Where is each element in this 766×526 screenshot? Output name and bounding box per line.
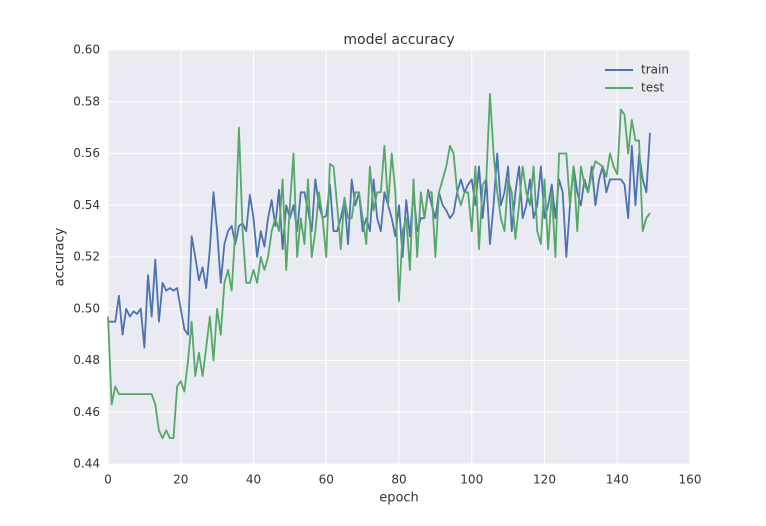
legend-label: test bbox=[641, 81, 664, 95]
y-tick-label: 0.48 bbox=[73, 353, 100, 367]
x-tick-label: 40 bbox=[246, 473, 261, 487]
x-tick-label: 100 bbox=[460, 473, 483, 487]
y-tick-label: 0.58 bbox=[73, 94, 100, 108]
y-tick-label: 0.54 bbox=[73, 198, 100, 212]
x-tick-label: 120 bbox=[533, 473, 556, 487]
line-series bbox=[107, 93, 651, 440]
legend-label: train bbox=[641, 63, 669, 77]
x-tick-label: 80 bbox=[391, 473, 406, 487]
chart-title: model accuracy bbox=[343, 32, 454, 48]
y-tick-label: 0.50 bbox=[73, 301, 100, 315]
y-tick-label: 0.46 bbox=[73, 405, 100, 419]
x-tick-label: 0 bbox=[104, 473, 112, 487]
y-tick-label: 0.60 bbox=[73, 43, 100, 57]
line-series bbox=[108, 132, 651, 349]
x-tick-label: 160 bbox=[679, 473, 702, 487]
y-tick-label: 0.44 bbox=[73, 457, 100, 471]
x-axis-label: epoch bbox=[379, 491, 419, 506]
y-axis-label: accuracy bbox=[53, 227, 68, 286]
x-tick-label: 140 bbox=[606, 473, 629, 487]
x-tick-label: 60 bbox=[319, 473, 334, 487]
y-tick-label: 0.52 bbox=[73, 250, 100, 264]
y-tick-label: 0.56 bbox=[73, 146, 100, 160]
x-tick-label: 20 bbox=[173, 473, 188, 487]
